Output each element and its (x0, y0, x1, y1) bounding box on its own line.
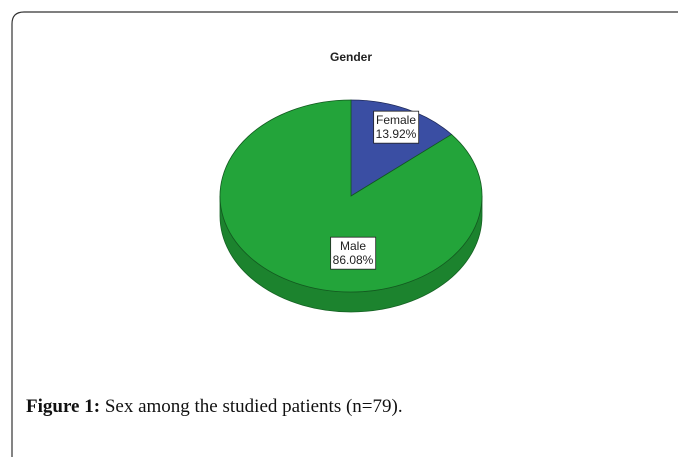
caption: Figure 1: Sex among the studied patients… (26, 396, 403, 418)
caption-label: Figure 1: (26, 396, 101, 417)
label-box (330, 236, 377, 270)
label-box (373, 110, 420, 144)
value-label: 86.08% (333, 253, 374, 267)
value-label: 13.92% (376, 127, 417, 141)
slice-label: Female (376, 113, 416, 127)
pie-slice (219, 99, 483, 293)
frame (11, 11, 678, 457)
chart-title: Gender (330, 50, 372, 64)
caption-text: Sex among the studied patients (n=79). (104, 396, 403, 417)
slice-label: Male (340, 239, 366, 253)
